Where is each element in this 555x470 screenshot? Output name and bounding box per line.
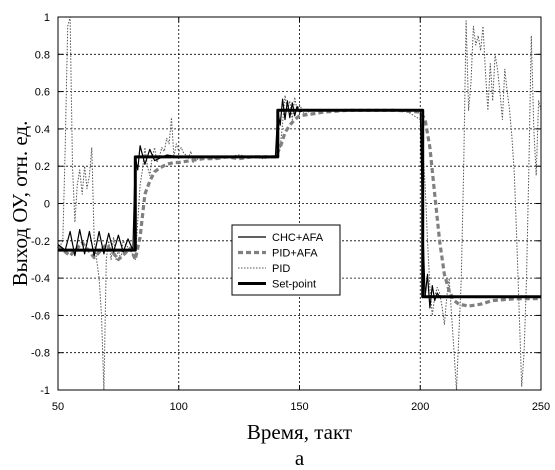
legend-label: Set-point [272,279,316,291]
legend-label: PID [272,263,290,275]
legend-label: CHC+AFA [272,232,324,244]
x-tick-label: 250 [532,401,550,413]
y-tick-label: -0.8 [31,348,50,360]
legend: CHC+AFA PID+AFA PID Set-point [231,224,341,296]
y-tick-label: 1 [44,12,50,24]
y-tick-label: 0.2 [35,161,50,173]
y-tick-label: -0.2 [31,236,50,248]
y-axis-label: Выход ОУ, отн. ед. [8,121,32,287]
x-tick-label: 50 [52,401,64,413]
y-tick-label: 0 [44,199,50,211]
y-tick-label: 0.4 [35,124,50,136]
y-tick-label: 0.6 [35,87,50,99]
y-tick-label: -0.6 [31,310,50,322]
y-tick-label: 0.8 [35,49,50,61]
grid [58,17,541,390]
x-tick-label: 100 [170,401,188,413]
ticks: 50 100 150 200 250 -1 -0.8 -0.6 -0.4 -0.2 0 0.2 0.4 0… [31,12,550,413]
x-axis-label: Время, такт [247,420,352,444]
series-line-pid [57,16,542,391]
x-tick-label: 150 [290,401,308,413]
y-tick-label: -0.4 [31,273,50,285]
x-tick-label: 200 [411,401,429,413]
y-tick-label: -1 [40,385,50,397]
legend-label: PID+AFA [272,248,318,260]
plot-lines [57,16,542,391]
figure-caption: а [295,446,305,470]
series-line-set-point [58,108,541,299]
